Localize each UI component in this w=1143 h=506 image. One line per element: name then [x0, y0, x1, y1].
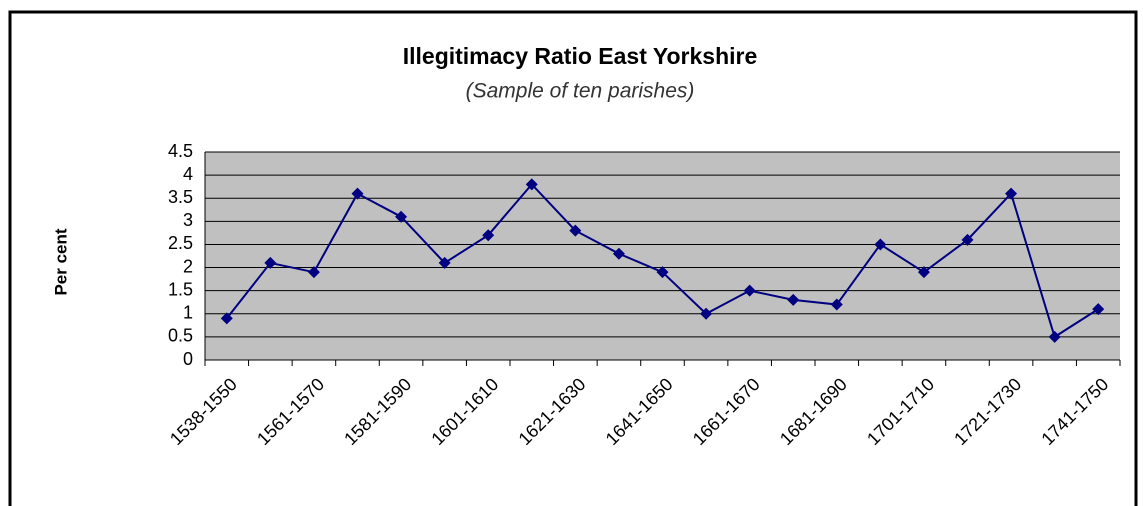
marker [525, 178, 538, 191]
y-tick-label: 4.5 [168, 141, 193, 161]
marker [612, 247, 625, 260]
marker [961, 233, 974, 246]
marker [1005, 187, 1018, 200]
marker [307, 266, 320, 279]
marker [395, 210, 408, 223]
frame [8, 10, 1138, 506]
marker [830, 298, 843, 311]
marker [874, 238, 887, 251]
marker [438, 256, 451, 269]
y-tick-label: 2 [183, 256, 193, 276]
marker [917, 266, 930, 279]
marker [656, 266, 669, 279]
y-tick-label: 2.5 [168, 233, 193, 253]
y-tick-label: 0 [183, 349, 193, 369]
y-tick-label: 1.5 [168, 279, 193, 299]
y-tick-label: 1 [183, 303, 193, 323]
marker [351, 187, 364, 200]
y-axis-label: Per cent [51, 228, 70, 295]
y-tick-label: 3 [183, 210, 193, 230]
plot-area [205, 152, 1120, 360]
marker [1092, 303, 1105, 316]
marker [700, 307, 713, 320]
chart-title: Illegitimacy Ratio East Yorkshire [403, 43, 758, 69]
y-tick-label: 0.5 [168, 326, 193, 346]
marker [482, 229, 495, 242]
y-tick-label: 3.5 [168, 187, 193, 207]
marker [787, 293, 800, 306]
chart-subtitle: (Sample of ten parishes) [466, 80, 695, 103]
marker [569, 224, 582, 237]
marker [1048, 330, 1061, 343]
marker [264, 256, 277, 269]
marker [743, 284, 756, 297]
y-tick-label: 4 [183, 164, 193, 184]
marker [220, 312, 233, 325]
